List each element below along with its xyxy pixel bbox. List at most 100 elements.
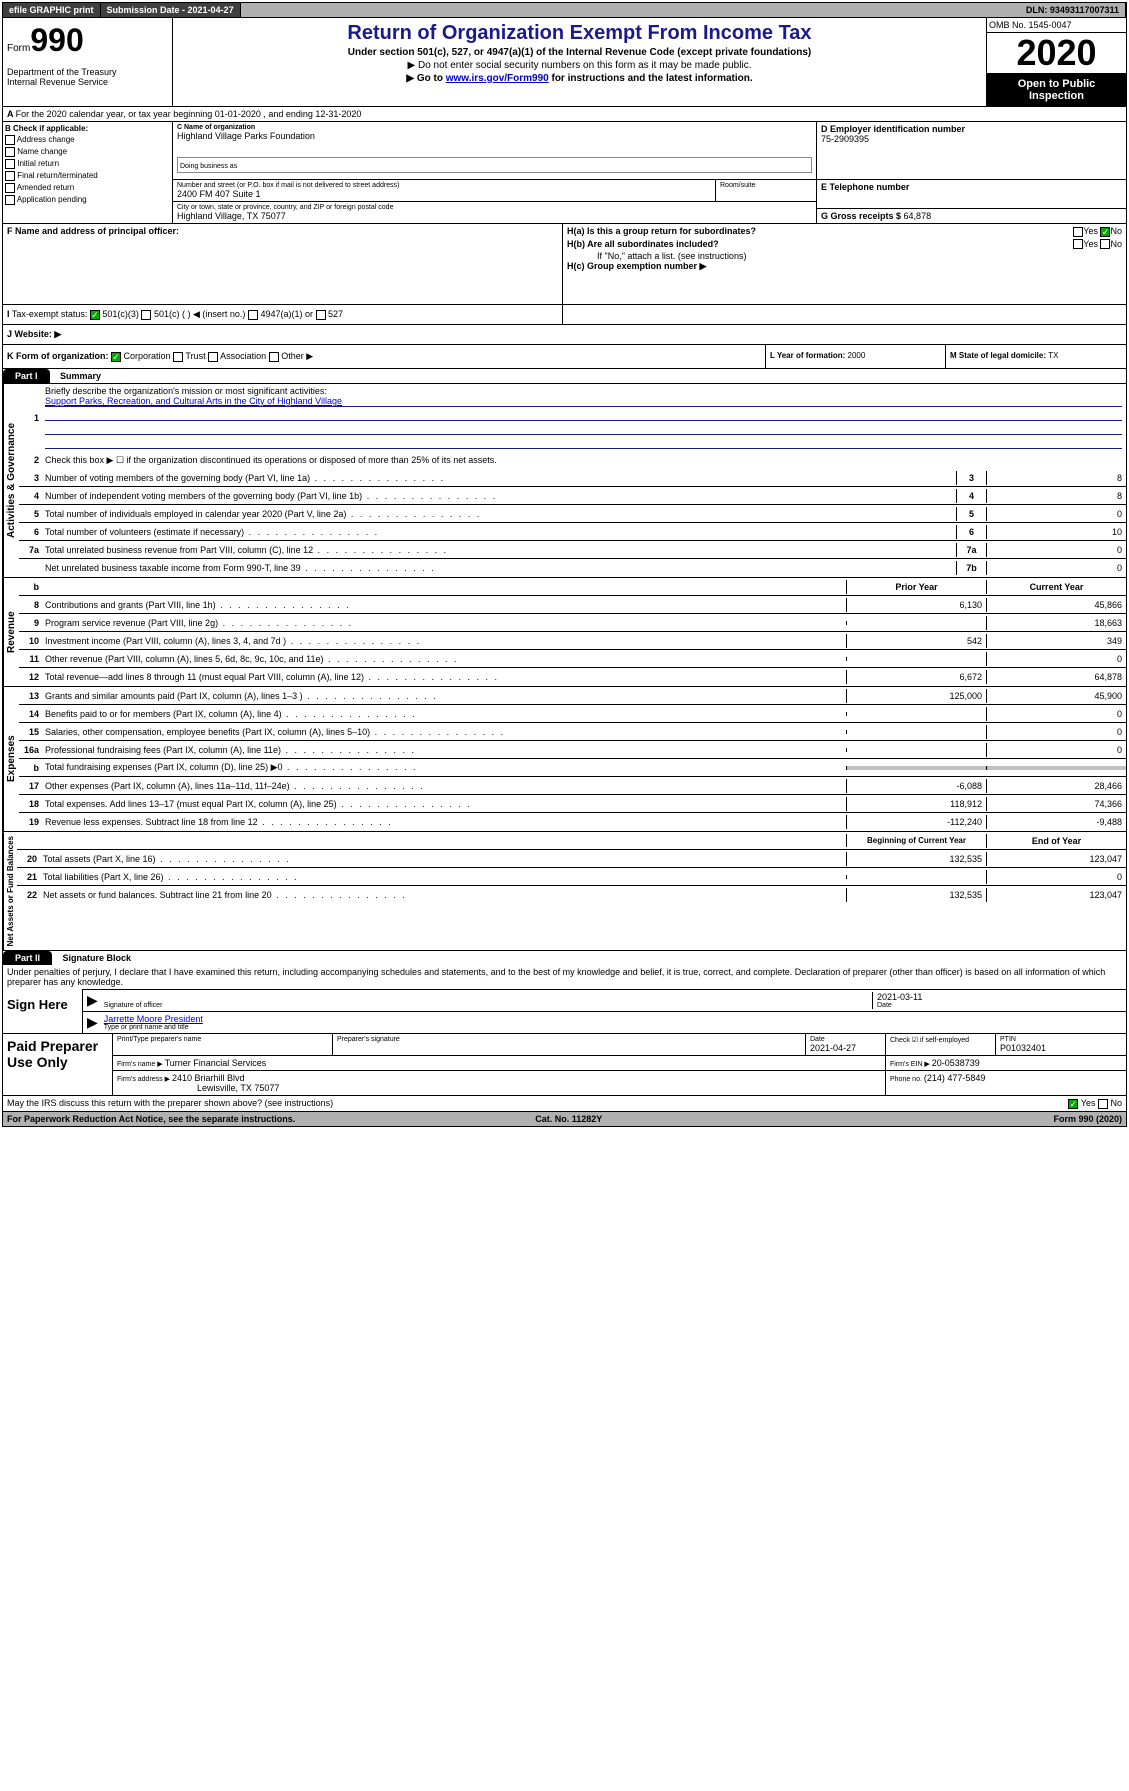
expenses-section: Expenses 13Grants and similar amounts pa…: [2, 687, 1127, 832]
arrow-icon: ▶: [87, 992, 98, 1009]
form-label: Form: [7, 43, 30, 54]
vert-netassets: Net Assets or Fund Balances: [3, 832, 17, 950]
curr-value: 64,878: [986, 670, 1126, 684]
line2: Check this box ▶ ☐ if the organization d…: [41, 453, 1126, 468]
prior-value: [846, 712, 986, 716]
curr-value: 18,663: [986, 616, 1126, 630]
hb-label: H(b) Are all subordinates included?: [567, 239, 719, 249]
chk-4947[interactable]: [248, 310, 258, 320]
chk-501c[interactable]: [141, 310, 151, 320]
prior-value: [846, 621, 986, 625]
chk-name[interactable]: [5, 147, 15, 157]
line-text: Total unrelated business revenue from Pa…: [41, 543, 956, 557]
city-label: City or town, state or province, country…: [177, 204, 812, 211]
discuss-yes[interactable]: [1068, 1099, 1078, 1109]
ha-no[interactable]: [1100, 227, 1110, 237]
hb-no[interactable]: [1100, 239, 1110, 249]
part1-header: Part I: [3, 369, 50, 383]
hb-yes[interactable]: [1073, 239, 1083, 249]
f-label: F Name and address of principal officer:: [7, 226, 558, 236]
line-text: Other expenses (Part IX, column (A), lin…: [41, 779, 846, 793]
vert-revenue: Revenue: [3, 578, 19, 686]
chk-527[interactable]: [316, 310, 326, 320]
ha-yes[interactable]: [1073, 227, 1083, 237]
hc-label: H(c) Group exemption number ▶: [567, 261, 706, 272]
dln: DLN: 93493117007311: [1020, 3, 1126, 17]
chk-pending[interactable]: [5, 195, 15, 205]
mission[interactable]: Support Parks, Recreation, and Cultural …: [45, 396, 342, 406]
line-text: Net assets or fund balances. Subtract li…: [39, 888, 846, 902]
subtitle-3: ▶ Go to www.irs.gov/Form990 for instruct…: [177, 73, 982, 84]
line-text: Number of voting members of the governin…: [41, 471, 956, 485]
main-title: Return of Organization Exempt From Incom…: [177, 22, 982, 45]
chk-final[interactable]: [5, 171, 15, 181]
line-value: 10: [986, 525, 1126, 539]
part1-title: Summary: [52, 369, 109, 383]
c-label: C Name of organization: [177, 124, 812, 131]
discuss-row: May the IRS discuss this return with the…: [2, 1096, 1127, 1112]
line-value: 0: [986, 543, 1126, 557]
year-formed: 2000: [848, 351, 866, 360]
line-text: Total expenses. Add lines 13–17 (must eq…: [41, 797, 846, 811]
curr-value: [986, 766, 1126, 770]
curr-value: 0: [986, 707, 1126, 721]
ein: 75-2909395: [821, 134, 1122, 144]
hb-note: If "No," attach a list. (see instruction…: [567, 251, 1122, 261]
line-text: Other revenue (Part VIII, column (A), li…: [41, 652, 846, 666]
line-text: Salaries, other compensation, employee b…: [41, 725, 846, 739]
open-public: Open to Public Inspection: [987, 74, 1126, 106]
line-text: Number of independent voting members of …: [41, 489, 956, 503]
curr-value: -9,488: [986, 815, 1126, 829]
chk-assoc[interactable]: [208, 352, 218, 362]
g-label: G Gross receipts $: [821, 211, 904, 221]
chk-501c3[interactable]: [90, 310, 100, 320]
prior-value: -6,088: [846, 779, 986, 793]
prior-value: 118,912: [846, 797, 986, 811]
efile-button[interactable]: efile GRAPHIC print: [3, 3, 101, 17]
j-row: J Website: ▶: [2, 325, 1127, 345]
preparer-section: Paid Preparer Use Only Print/Type prepar…: [2, 1034, 1127, 1096]
submission-date: Submission Date - 2021-04-27: [101, 3, 241, 17]
discuss-no[interactable]: [1098, 1099, 1108, 1109]
chk-address[interactable]: [5, 135, 15, 145]
line-text: Total fundraising expenses (Part IX, col…: [41, 760, 846, 775]
line-text: Grants and similar amounts paid (Part IX…: [41, 689, 846, 703]
form-no-footer: Form 990 (2020): [1053, 1114, 1122, 1124]
chk-other[interactable]: [269, 352, 279, 362]
row-a: A For the 2020 calendar year, or tax yea…: [2, 107, 1127, 122]
firm-name: Turner Financial Services: [165, 1058, 267, 1068]
line-value: 8: [986, 471, 1126, 485]
prior-value: -112,240: [846, 815, 986, 829]
hdr-curr: Current Year: [986, 580, 1126, 594]
officer-name[interactable]: Jarrette Moore President: [104, 1014, 203, 1024]
line-text: Revenue less expenses. Subtract line 18 …: [41, 815, 846, 829]
prior-value: 542: [846, 634, 986, 648]
curr-value: 28,466: [986, 779, 1126, 793]
prior-value: [846, 748, 986, 752]
firm-phone: (214) 477-5849: [924, 1073, 986, 1083]
chk-corp[interactable]: [111, 352, 121, 362]
line-text: Total revenue—add lines 8 through 11 (mu…: [41, 670, 846, 684]
curr-value: 123,047: [986, 852, 1126, 866]
irs-link[interactable]: www.irs.gov/Form990: [446, 73, 549, 84]
line-text: Total assets (Part X, line 16): [39, 852, 846, 866]
part1-bar: Part I Summary: [2, 369, 1127, 383]
curr-value: 0: [986, 725, 1126, 739]
arrow-icon: ▶: [87, 1014, 98, 1031]
room-label: Room/suite: [720, 182, 812, 189]
line1-label: Briefly describe the organization's miss…: [45, 386, 1122, 396]
line-text: Total number of individuals employed in …: [41, 507, 956, 521]
line-text: Benefits paid to or for members (Part IX…: [41, 707, 846, 721]
signature-section: Under penalties of perjury, I declare th…: [2, 965, 1127, 1034]
prior-value: [846, 657, 986, 661]
chk-amended[interactable]: [5, 183, 15, 193]
chk-trust[interactable]: [173, 352, 183, 362]
chk-initial[interactable]: [5, 159, 15, 169]
prior-value: 132,535: [846, 852, 986, 866]
line-text: Net unrelated business taxable income fr…: [41, 561, 956, 575]
city: Highland Village, TX 75077: [177, 211, 812, 221]
line-value: 0: [986, 561, 1126, 575]
part2-title: Signature Block: [55, 951, 140, 965]
netassets-section: Net Assets or Fund Balances Beginning of…: [2, 832, 1127, 951]
governance-section: Activities & Governance 1 Briefly descri…: [2, 383, 1127, 578]
